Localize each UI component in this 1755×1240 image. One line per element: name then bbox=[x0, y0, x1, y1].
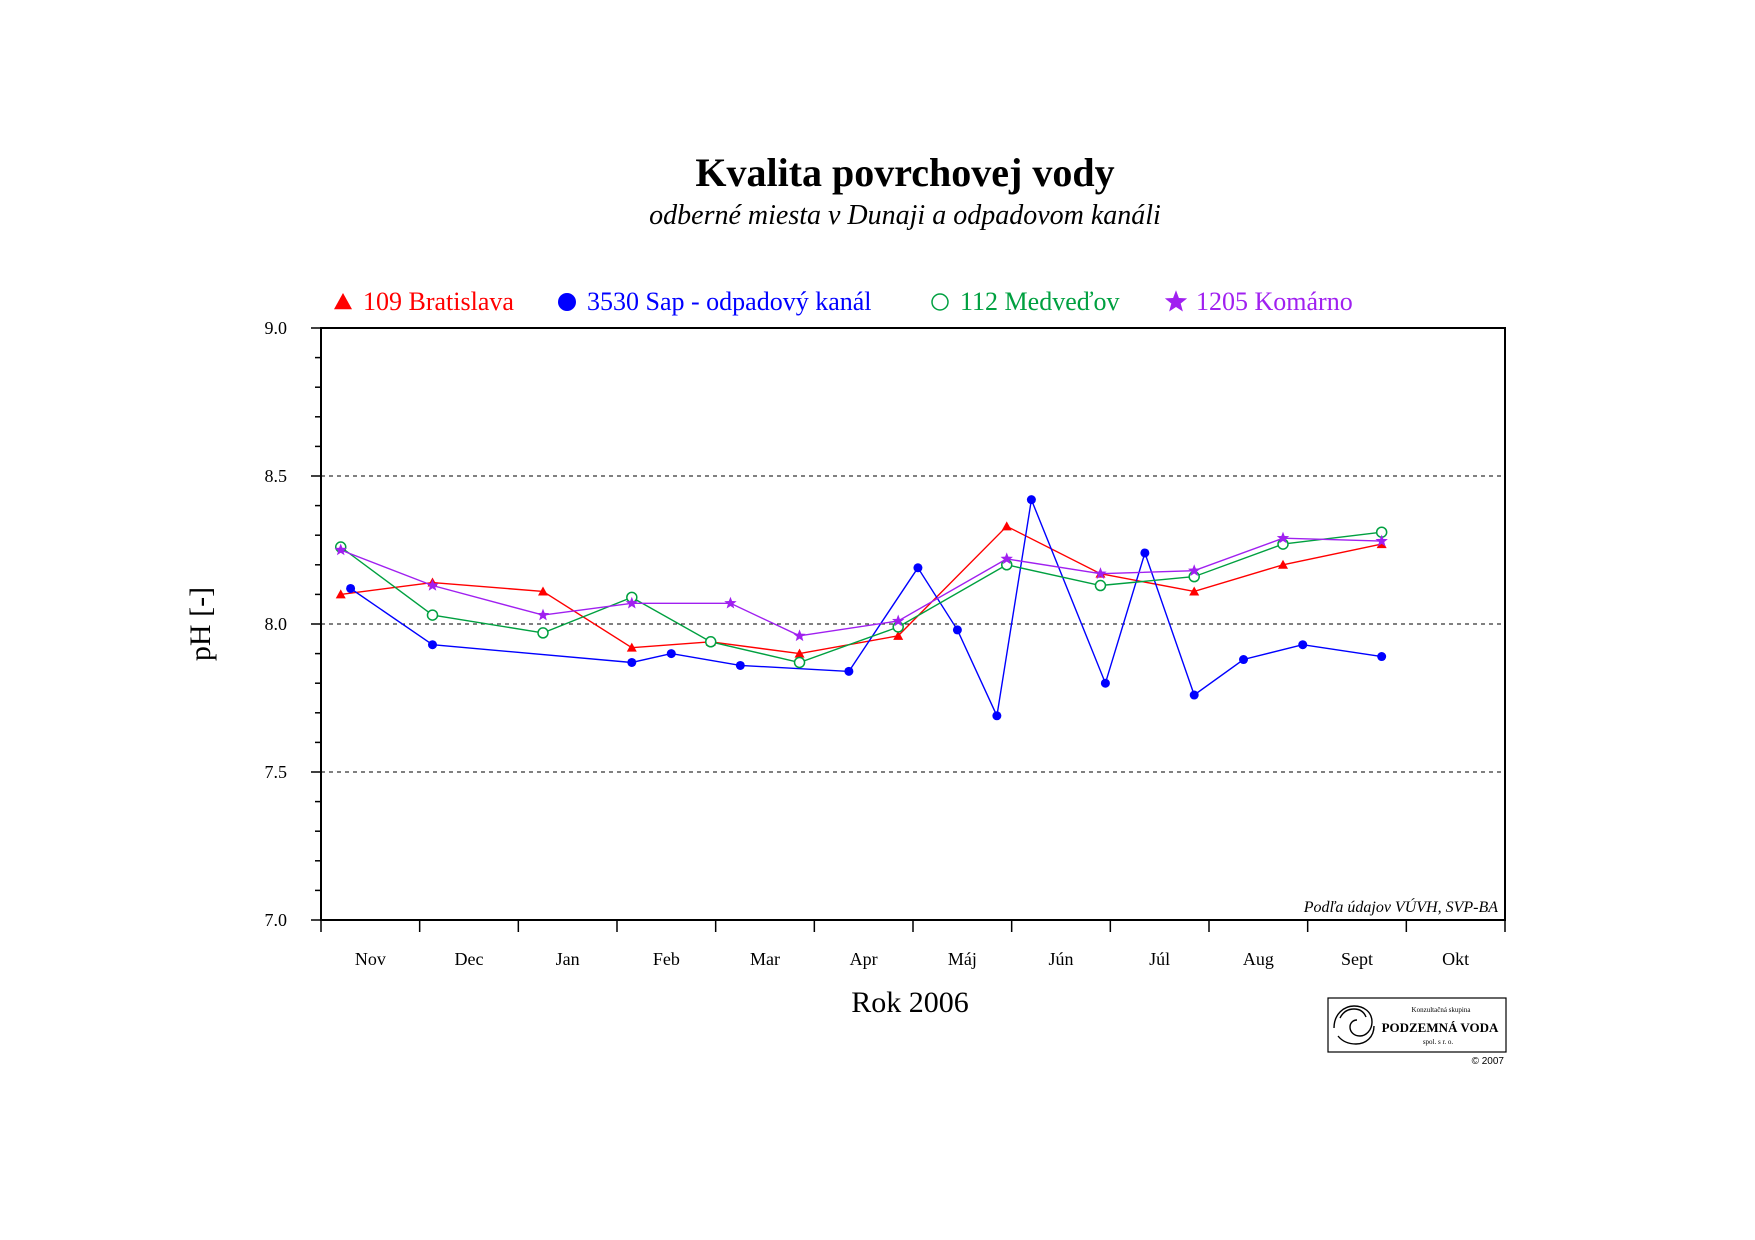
logo-name: PODZEMNÁ VODA bbox=[1382, 1020, 1499, 1035]
data-point bbox=[1094, 567, 1107, 579]
data-point bbox=[1189, 586, 1200, 596]
data-point bbox=[794, 648, 805, 658]
x-tick-label: Mar bbox=[750, 949, 780, 969]
data-point bbox=[426, 609, 439, 621]
data-point bbox=[793, 629, 806, 642]
x-tick-label: Nov bbox=[355, 949, 386, 969]
x-tick-label: Dec bbox=[455, 949, 484, 969]
source-note: Podľa údajov VÚVH, SVP-BA bbox=[1303, 897, 1498, 916]
y-tick-label: 8.0 bbox=[265, 614, 288, 634]
legend-label: 1205 Komárno bbox=[1196, 287, 1353, 316]
data-point bbox=[626, 642, 637, 652]
y-tick-label: 8.5 bbox=[265, 466, 288, 486]
data-point bbox=[537, 627, 549, 639]
series-line bbox=[340, 537, 1382, 637]
x-tick-label: Máj bbox=[948, 949, 977, 969]
y-axis-label: pH [-] bbox=[184, 587, 217, 661]
data-point bbox=[952, 625, 962, 635]
legend-label: 3530 Sap - odpadový kanál bbox=[587, 287, 872, 316]
data-point bbox=[627, 657, 637, 667]
logo-frame bbox=[1327, 997, 1507, 1053]
data-point bbox=[426, 579, 439, 591]
legend-entry: 1205 Komárno bbox=[1164, 287, 1353, 316]
legend-marker bbox=[558, 293, 576, 311]
x-tick-label: Jan bbox=[556, 949, 580, 969]
series-line bbox=[340, 531, 1382, 664]
x-tick-label: Júl bbox=[1149, 949, 1170, 969]
data-point bbox=[844, 666, 854, 676]
data-point bbox=[1001, 521, 1012, 531]
series-2 bbox=[346, 495, 1387, 721]
data-point bbox=[793, 656, 806, 669]
series-1 bbox=[335, 521, 1387, 658]
series-line bbox=[340, 525, 1382, 655]
legend-marker bbox=[1164, 290, 1188, 312]
data-point bbox=[1239, 655, 1249, 665]
series-4 bbox=[334, 531, 1388, 642]
y-tick-label: 7.0 bbox=[265, 910, 288, 930]
data-point bbox=[913, 563, 923, 573]
data-point bbox=[1375, 534, 1388, 547]
legend-label: 112 Medveďov bbox=[960, 287, 1120, 316]
data-point bbox=[893, 630, 904, 640]
logo-sub-text: spol. s r. o. bbox=[1423, 1038, 1454, 1046]
data-point bbox=[625, 596, 638, 609]
data-point bbox=[334, 543, 347, 556]
series-line bbox=[350, 497, 1382, 719]
y-axis: 7.0 7.5 8.0 8.5 9.0 bbox=[265, 318, 321, 930]
data-point bbox=[704, 636, 717, 648]
data-point bbox=[335, 589, 346, 599]
data-point bbox=[536, 608, 550, 621]
x-tick-label: Jún bbox=[1048, 949, 1073, 969]
logo-copyright: © 2007 bbox=[1472, 1056, 1505, 1067]
data-point bbox=[1100, 678, 1110, 688]
legend-marker bbox=[931, 293, 949, 311]
legend-entry: 3530 Sap - odpadový kanál bbox=[558, 287, 872, 316]
x-axis-label: Rok 2006 bbox=[851, 986, 969, 1019]
series-layer bbox=[334, 495, 1388, 721]
x-tick-label: Okt bbox=[1442, 949, 1469, 969]
data-point bbox=[1000, 552, 1013, 565]
legend-label: 109 Bratislava bbox=[363, 287, 514, 316]
y-tick-label: 9.0 bbox=[265, 318, 288, 338]
logo-top-text: Konzultačná skupina bbox=[1412, 1006, 1472, 1014]
series-3 bbox=[334, 526, 1388, 669]
logo-emblem-icon bbox=[1333, 1005, 1375, 1045]
grid bbox=[321, 475, 1505, 773]
data-point bbox=[892, 614, 905, 627]
legend-entry: 109 Bratislava bbox=[334, 287, 514, 316]
data-point bbox=[346, 583, 356, 593]
data-point bbox=[1298, 640, 1308, 650]
data-point bbox=[1189, 690, 1199, 700]
data-point bbox=[427, 640, 437, 650]
data-point bbox=[992, 711, 1002, 721]
data-point bbox=[666, 649, 676, 659]
legend-entry: 112 Medveďov bbox=[931, 287, 1120, 316]
company-logo: Konzultačná skupina PODZEMNÁ VODA spol. … bbox=[1327, 997, 1507, 1067]
legend-marker bbox=[334, 293, 352, 310]
legend: 109 Bratislava 3530 Sap - odpadový kanál 1… bbox=[334, 287, 1353, 316]
chart-title: Kvalita povrchovej vody bbox=[695, 150, 1114, 195]
data-point bbox=[724, 596, 737, 609]
x-tick-label: Feb bbox=[653, 949, 680, 969]
y-tick-label: 7.5 bbox=[265, 762, 288, 782]
x-axis: Nov Dec Jan Feb Mar Apr Máj Jún Júl Aug Sept Okt bbox=[320, 920, 1506, 969]
data-point bbox=[1188, 564, 1201, 576]
x-tick-label: Sept bbox=[1341, 949, 1373, 969]
data-point bbox=[1026, 495, 1036, 505]
data-point bbox=[735, 660, 745, 670]
data-point bbox=[1140, 548, 1150, 558]
data-point bbox=[1377, 652, 1387, 662]
chart-subtitle: odberné miesta v Dunaji a odpadovom kaná… bbox=[649, 200, 1161, 231]
data-point bbox=[1278, 559, 1288, 569]
data-point bbox=[1094, 579, 1107, 592]
x-tick-label: Apr bbox=[850, 949, 878, 969]
x-tick-label: Aug bbox=[1243, 949, 1274, 969]
data-point bbox=[1276, 531, 1290, 544]
data-point bbox=[538, 586, 548, 596]
